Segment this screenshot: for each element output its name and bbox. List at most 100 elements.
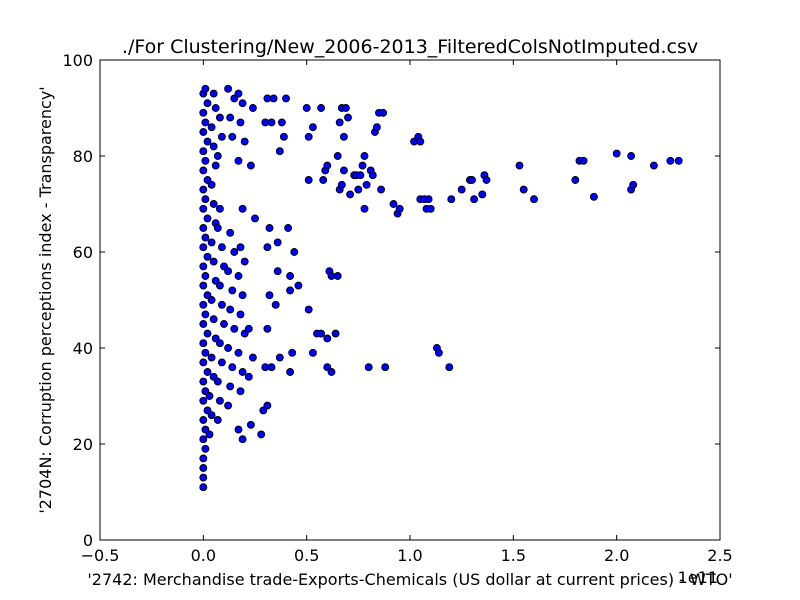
data-point bbox=[230, 248, 239, 256]
data-point bbox=[217, 358, 226, 367]
data-point bbox=[282, 94, 290, 103]
data-point bbox=[215, 281, 224, 290]
data-point bbox=[238, 99, 247, 108]
data-point bbox=[279, 132, 288, 141]
data-point bbox=[224, 401, 233, 410]
data-point bbox=[457, 185, 466, 194]
data-point bbox=[482, 176, 491, 184]
data-point bbox=[199, 128, 208, 136]
data-point bbox=[201, 233, 210, 242]
data-point bbox=[265, 224, 274, 232]
data-point bbox=[339, 166, 348, 175]
x-tick-label: 2.5 bbox=[707, 546, 732, 565]
data-point bbox=[205, 430, 214, 439]
data-point bbox=[199, 454, 208, 463]
data-point bbox=[364, 363, 373, 372]
data-point bbox=[368, 171, 377, 180]
data-point bbox=[346, 190, 355, 199]
data-point bbox=[666, 156, 675, 165]
data-point bbox=[226, 305, 235, 314]
data-point bbox=[209, 315, 218, 324]
data-point bbox=[203, 214, 212, 223]
data-point bbox=[290, 248, 299, 256]
data-point bbox=[213, 224, 222, 232]
data-point bbox=[228, 132, 237, 141]
x-axis-label: '2742: Merchandise trade-Exports-Chemica… bbox=[87, 570, 732, 589]
data-point bbox=[246, 161, 255, 170]
data-point bbox=[248, 353, 257, 362]
data-point bbox=[304, 305, 313, 314]
data-point bbox=[228, 363, 237, 372]
data-point bbox=[317, 104, 326, 112]
data-point bbox=[199, 416, 208, 424]
data-point bbox=[199, 377, 208, 386]
data-point bbox=[228, 286, 237, 295]
data-point bbox=[207, 296, 216, 304]
data-point bbox=[372, 123, 381, 132]
data-point bbox=[215, 113, 224, 122]
data-point bbox=[224, 267, 233, 276]
data-point bbox=[199, 473, 208, 482]
data-point bbox=[286, 368, 295, 376]
data-point bbox=[445, 363, 454, 372]
data-point bbox=[213, 377, 222, 386]
data-point bbox=[354, 185, 363, 194]
data-point bbox=[627, 152, 636, 160]
data-point bbox=[271, 300, 280, 309]
data-point bbox=[199, 243, 208, 252]
data-point bbox=[209, 257, 218, 266]
y-tick-label: 100 bbox=[62, 51, 93, 70]
data-point bbox=[201, 272, 210, 280]
data-point bbox=[344, 113, 352, 122]
data-point bbox=[213, 416, 222, 424]
data-point bbox=[468, 176, 476, 184]
data-point bbox=[515, 161, 524, 170]
data-point bbox=[333, 152, 342, 160]
data-point bbox=[416, 137, 425, 146]
data-point bbox=[571, 176, 580, 184]
data-point bbox=[201, 156, 210, 165]
data-point bbox=[226, 113, 235, 122]
data-point bbox=[323, 161, 332, 170]
data-point bbox=[308, 348, 317, 357]
data-point bbox=[319, 176, 328, 184]
data-point bbox=[199, 204, 208, 213]
data-point bbox=[234, 156, 243, 165]
data-point bbox=[213, 152, 222, 160]
data-point bbox=[199, 281, 208, 290]
data-point bbox=[234, 425, 243, 434]
data-point bbox=[199, 358, 208, 367]
data-point bbox=[199, 147, 208, 156]
data-point bbox=[478, 190, 487, 199]
data-point bbox=[379, 108, 388, 117]
data-point bbox=[273, 238, 282, 247]
data-point bbox=[335, 118, 344, 127]
data-point bbox=[230, 324, 239, 333]
data-point bbox=[302, 104, 311, 112]
data-point bbox=[238, 204, 247, 213]
x-tick-label: 0.5 bbox=[294, 546, 319, 565]
data-point bbox=[304, 132, 313, 141]
data-point bbox=[275, 353, 284, 362]
data-point bbox=[199, 339, 208, 348]
data-point bbox=[199, 396, 208, 405]
data-point bbox=[267, 118, 276, 127]
data-point bbox=[246, 420, 255, 429]
data-point bbox=[263, 94, 272, 103]
data-point bbox=[579, 156, 588, 165]
data-point bbox=[203, 99, 212, 108]
data-point bbox=[288, 348, 297, 357]
data-point bbox=[308, 123, 317, 132]
data-point bbox=[226, 228, 235, 237]
data-point bbox=[199, 185, 208, 194]
data-point bbox=[224, 344, 233, 352]
chart-title: ./For Clustering/New_2006-2013_FilteredC… bbox=[122, 36, 698, 58]
data-point bbox=[203, 329, 212, 338]
y-axis-label: '2704N: Corruption perceptions index - T… bbox=[36, 86, 55, 513]
data-point bbox=[317, 329, 326, 338]
data-point bbox=[337, 180, 346, 189]
data-point bbox=[389, 200, 398, 208]
data-point bbox=[199, 464, 208, 472]
